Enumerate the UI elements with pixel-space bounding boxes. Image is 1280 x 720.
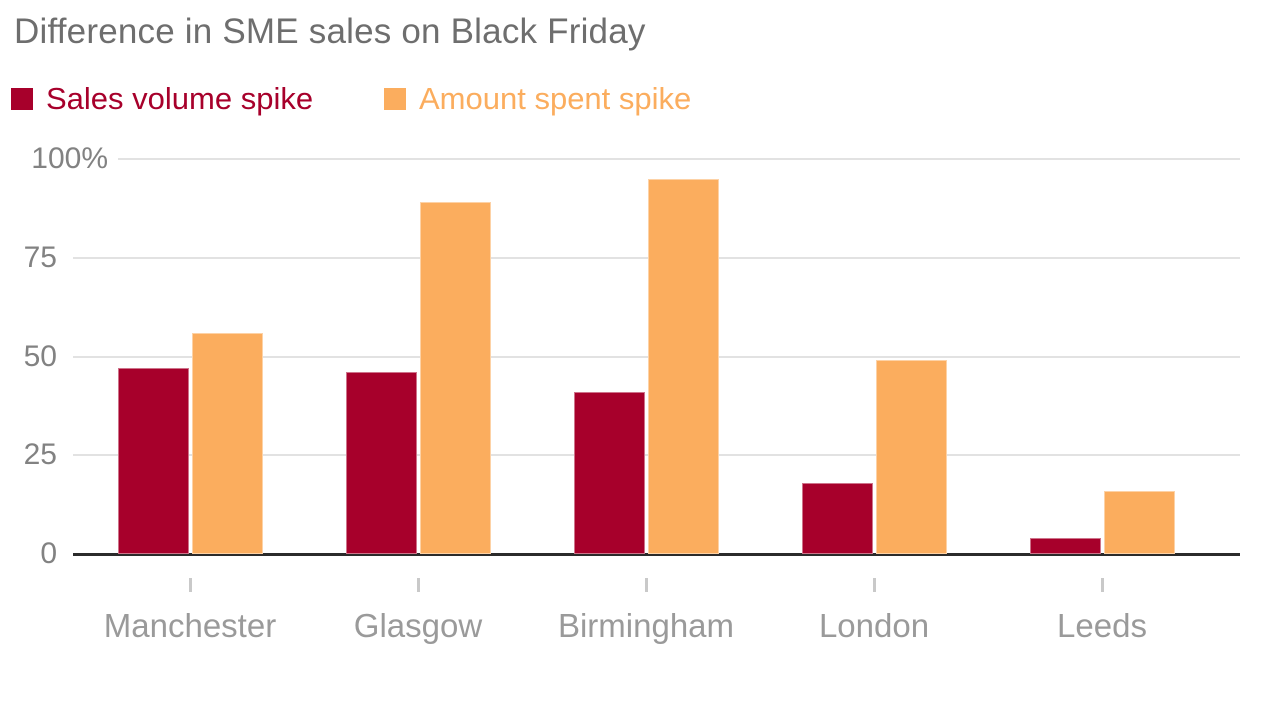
legend-swatch-sales-volume-spike [11,88,33,110]
x-axis-tick-manchester [189,578,192,592]
y-axis-label-100: 100% [31,142,108,175]
legend-item-amount-spent-spike: Amount spent spike [384,82,691,116]
x-axis-line [73,553,1240,556]
gridline-100 [118,158,1240,160]
x-axis-tick-leeds [1101,578,1104,592]
bar-amount-spent-spike-manchester [191,332,263,554]
bar-amount-spent-spike-leeds [1103,490,1175,554]
y-axis-label-75: 75 [23,240,57,274]
x-axis-tick-london [873,578,876,592]
x-axis-label-birmingham: Birmingham [557,607,735,644]
x-axis-tick-glasgow [417,578,420,592]
x-axis-label-glasgow: Glasgow [353,607,483,644]
bar-amount-spent-spike-glasgow [419,202,491,554]
x-axis-label-london: London [818,607,930,644]
bar-sales-volume-spike-glasgow [345,372,417,554]
x-axis-tick-birmingham [645,578,648,592]
bar-sales-volume-spike-manchester [117,368,189,554]
legend-label-amount-spent-spike: Amount spent spike [419,81,692,116]
bar-amount-spent-spike-london [875,360,947,554]
x-axis-label-leeds: Leeds [1057,607,1147,644]
y-axis-label-0: 0 [40,537,57,570]
x-axis-label-manchester: Manchester [103,607,277,644]
legend-swatch-amount-spent-spike [384,88,406,110]
bar-amount-spent-spike-birmingham [647,178,719,554]
legend-item-sales-volume-spike: Sales volume spike [11,82,313,116]
chart-title: Difference in SME sales on Black Friday [14,12,646,51]
bar-sales-volume-spike-leeds [1029,538,1101,554]
y-axis-label-50: 50 [23,339,57,373]
y-axis-label-25: 25 [23,438,57,472]
bar-sales-volume-spike-london [801,482,873,554]
legend-label-sales-volume-spike: Sales volume spike [46,81,314,116]
bar-sales-volume-spike-birmingham [573,392,645,554]
